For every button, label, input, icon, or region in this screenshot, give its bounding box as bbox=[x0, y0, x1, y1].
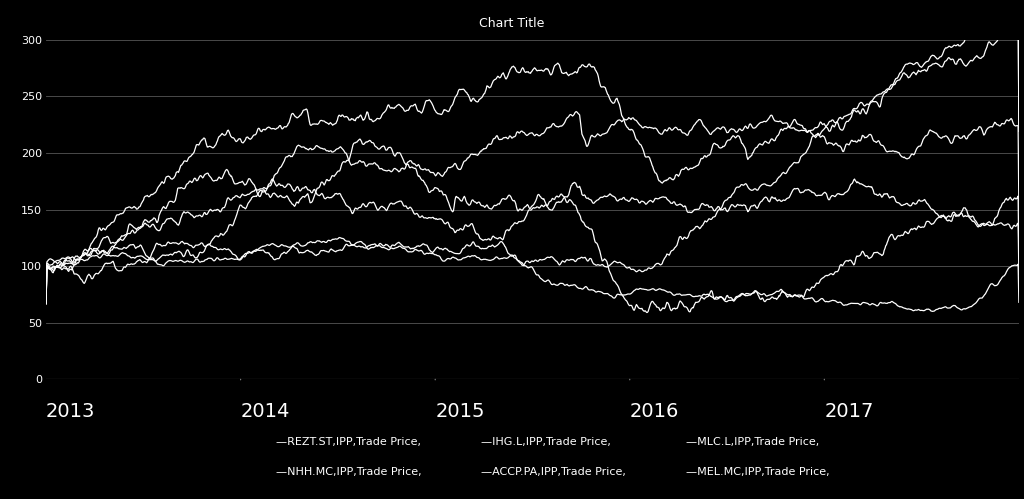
Text: —IHG.L,IPP,Trade Price,: —IHG.L,IPP,Trade Price, bbox=[481, 437, 611, 447]
Text: —REZT.ST,IPP,Trade Price,: —REZT.ST,IPP,Trade Price, bbox=[276, 437, 422, 447]
Text: 2014: 2014 bbox=[241, 402, 290, 421]
Text: 2013: 2013 bbox=[46, 402, 95, 421]
Text: —MLC.L,IPP,Trade Price,: —MLC.L,IPP,Trade Price, bbox=[686, 437, 819, 447]
Text: —ACCP.PA,IPP,Trade Price,: —ACCP.PA,IPP,Trade Price, bbox=[481, 467, 626, 477]
Text: Chart Title: Chart Title bbox=[479, 17, 545, 30]
Text: 2015: 2015 bbox=[435, 402, 484, 421]
Text: —NHH.MC,IPP,Trade Price,: —NHH.MC,IPP,Trade Price, bbox=[276, 467, 422, 477]
Text: 2016: 2016 bbox=[630, 402, 679, 421]
Text: —MEL.MC,IPP,Trade Price,: —MEL.MC,IPP,Trade Price, bbox=[686, 467, 829, 477]
Text: 2017: 2017 bbox=[824, 402, 873, 421]
